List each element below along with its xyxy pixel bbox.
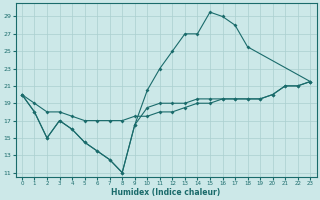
X-axis label: Humidex (Indice chaleur): Humidex (Indice chaleur) [111, 188, 221, 197]
